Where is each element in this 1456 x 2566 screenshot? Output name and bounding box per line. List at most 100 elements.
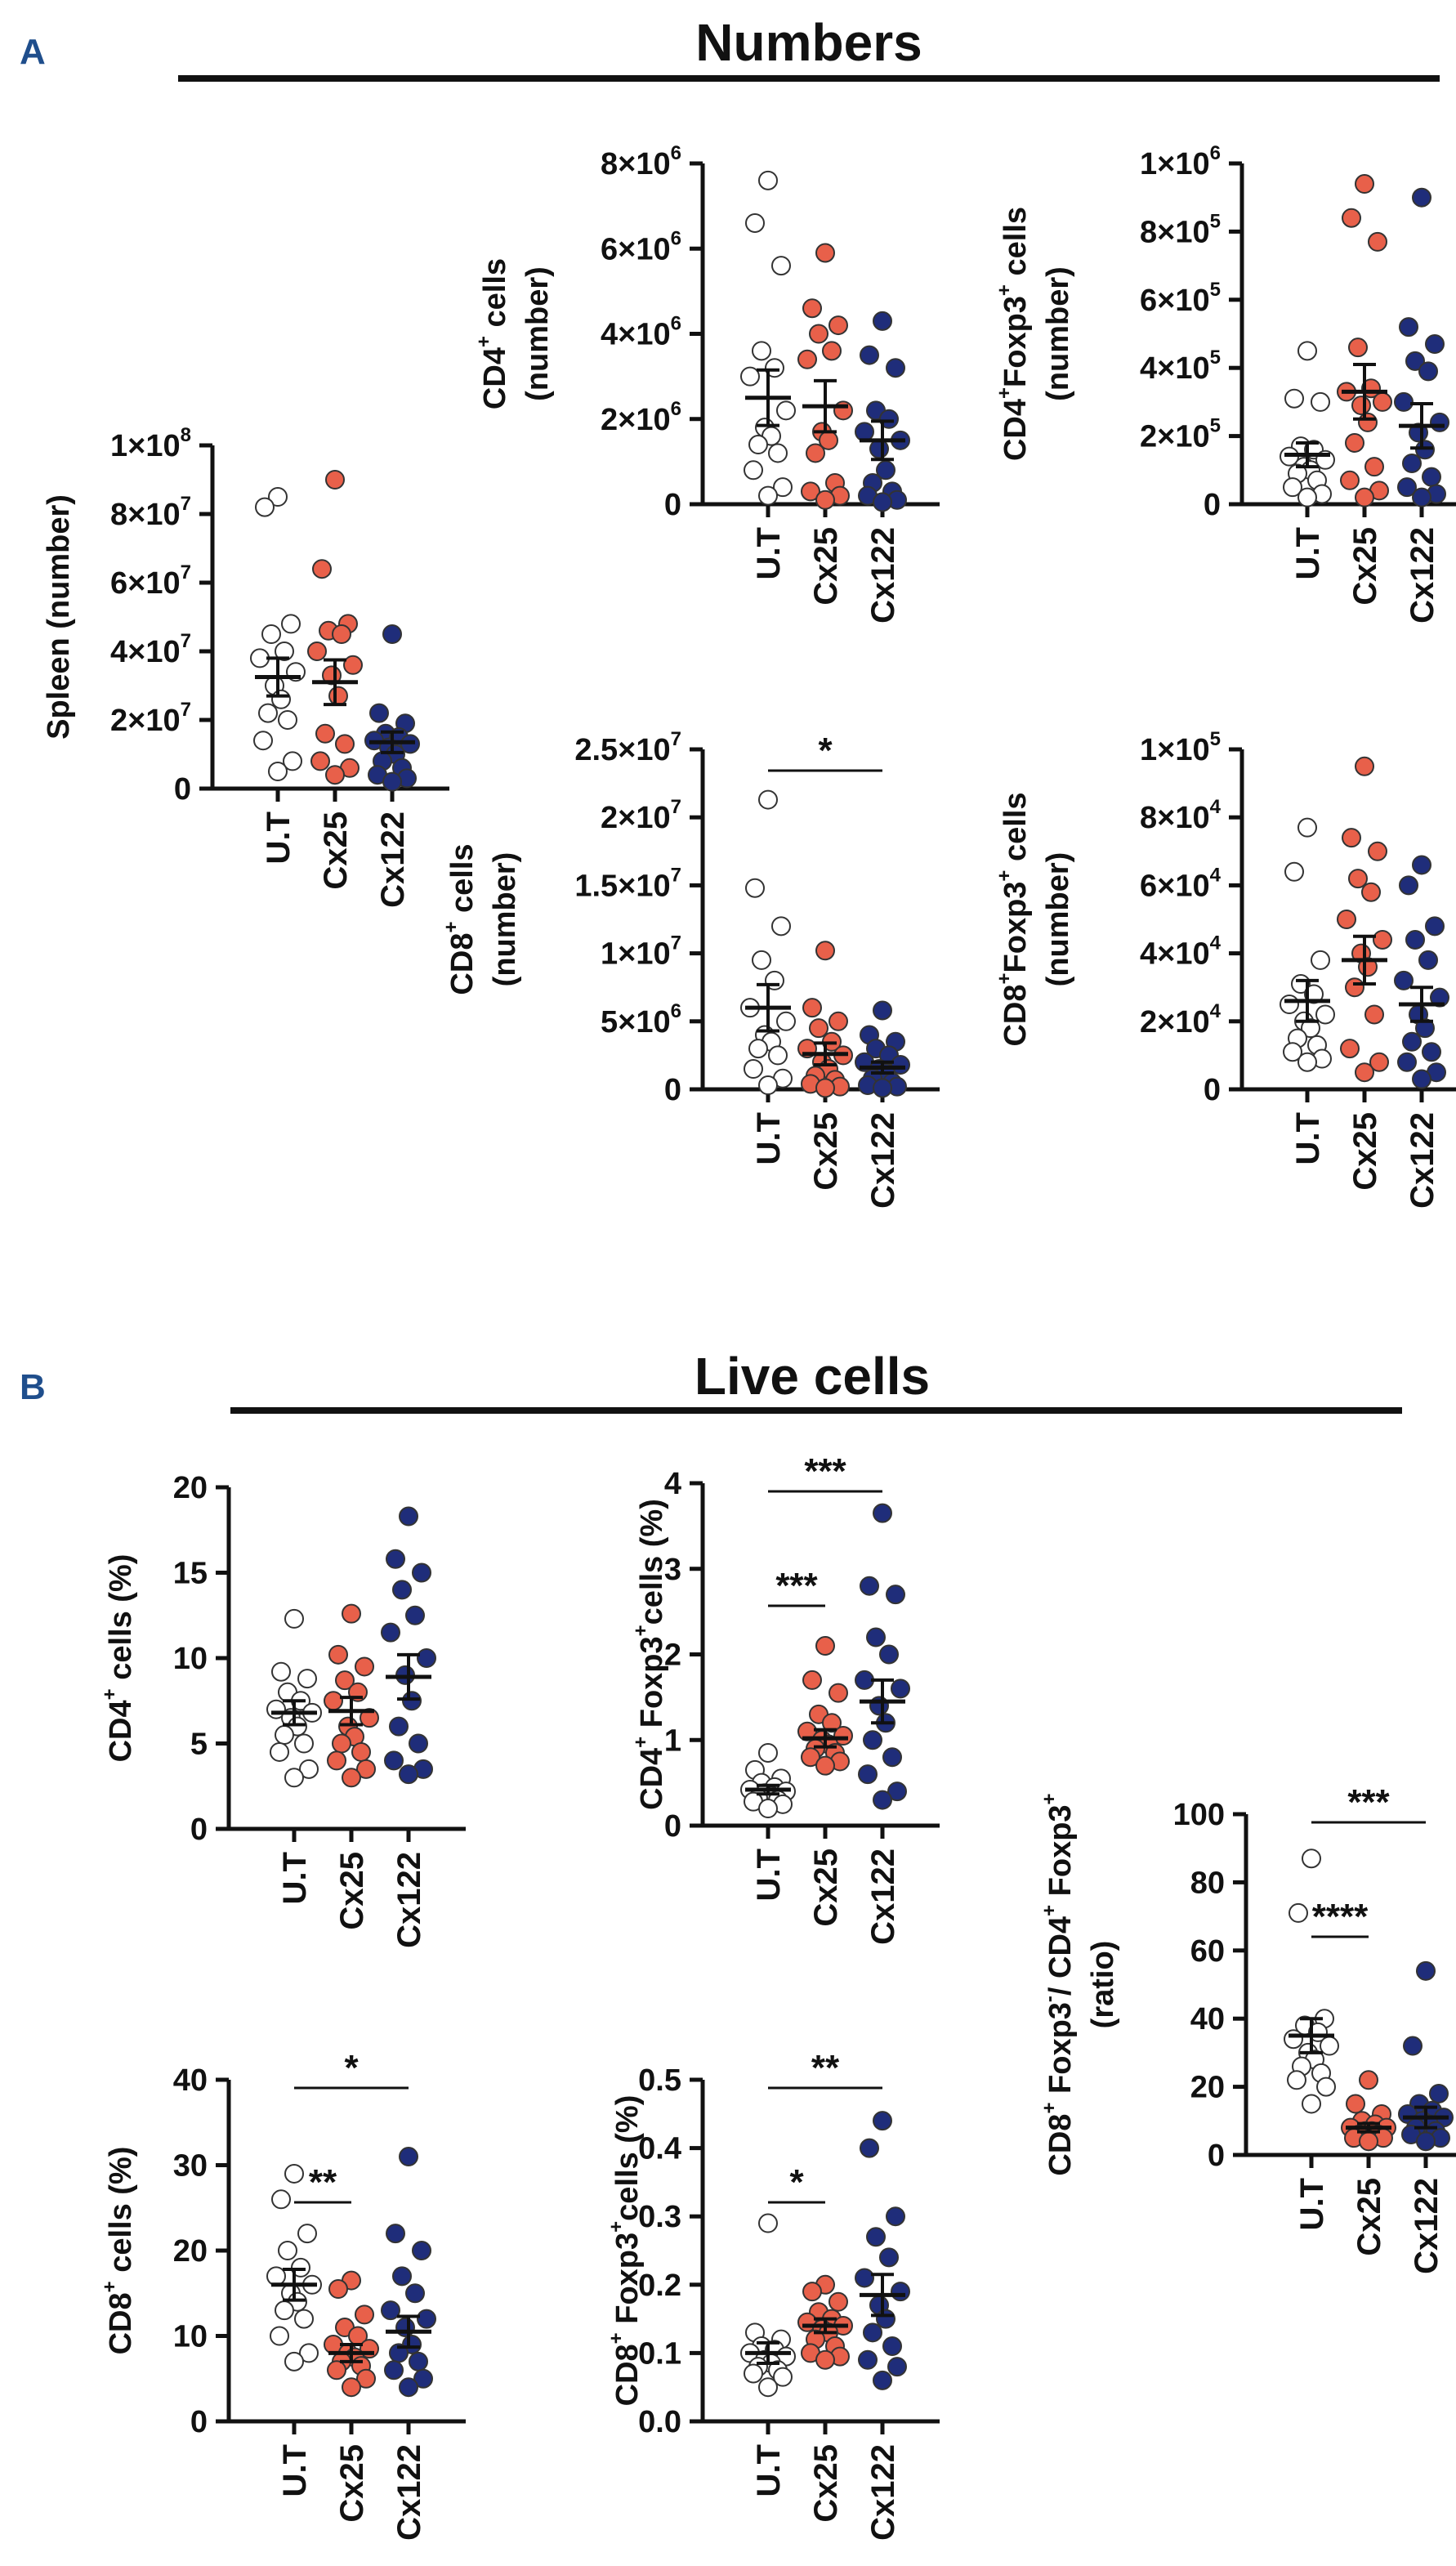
data-point-cx25 (325, 470, 345, 490)
significance-label: ** (309, 2162, 337, 2202)
data-point-cx122 (412, 1562, 431, 1583)
data-point-cx122 (386, 2224, 405, 2244)
data-point-cx122 (1430, 412, 1449, 432)
data-point-cx122 (873, 311, 892, 331)
data-point-ut (271, 2189, 291, 2210)
data-point-ut (748, 435, 768, 455)
data-point-cx122 (873, 1790, 892, 1810)
data-point-ut (258, 703, 278, 723)
y-axis-label: CD8+ cells (%) (99, 2147, 138, 2355)
x-category-label: U.T (277, 1852, 313, 1904)
x-category-label: Cx25 (808, 527, 844, 606)
data-point-cx122 (860, 345, 879, 365)
y-tick-label: 15 (173, 1557, 208, 1591)
data-point-cx122 (873, 1078, 892, 1098)
data-point-cx25 (325, 765, 345, 785)
significance-label: * (789, 2162, 804, 2202)
y-tick-label: 4×107 (110, 630, 191, 669)
data-point-cx25 (1337, 910, 1356, 929)
y-tick-label: 100 (1173, 1798, 1225, 1832)
y-tick-label: 0.5 (638, 2063, 681, 2098)
panel-b-letter: B (20, 1367, 46, 1407)
data-point-cx25 (1361, 882, 1381, 902)
x-category-label: U.T (1290, 1112, 1326, 1165)
data-point-cx25 (1346, 2094, 1365, 2114)
data-point-cx25 (802, 298, 822, 319)
data-point-cx122 (399, 1764, 418, 1785)
data-point-ut (255, 497, 275, 517)
data-point-ut (768, 443, 788, 463)
data-point-cx122 (1430, 987, 1449, 1008)
data-point-cx122 (399, 1506, 418, 1527)
y-axis-label: Spleen (number) (42, 494, 76, 740)
y-tick-label: 2×105 (1140, 415, 1221, 454)
data-point-cx122 (1397, 1052, 1417, 1072)
data-point-ut (284, 2163, 304, 2184)
y-tick-label: 0 (664, 488, 681, 522)
x-category-label: Cx122 (865, 1849, 901, 1945)
data-point-cx122 (873, 1503, 892, 1523)
data-point-ut (758, 1075, 778, 1096)
data-point-ut (271, 1661, 291, 1682)
data-point-cx122 (1405, 929, 1425, 950)
data-point-cx122 (405, 1605, 425, 1625)
x-category-label: Cx25 (1347, 1112, 1383, 1191)
panel-b-header: B Live cells (20, 1347, 1402, 1414)
panel-a-title: Numbers (695, 13, 922, 72)
x-category-label: Cx122 (865, 2444, 901, 2541)
data-point-cx25 (801, 481, 820, 502)
data-point-cx25 (815, 1078, 835, 1098)
y-axis-label: (number) (488, 852, 522, 987)
significance-label: *** (804, 1451, 846, 1491)
x-category-label: U.T (1294, 2178, 1330, 2230)
data-point-cx25 (332, 624, 351, 644)
data-point-cx122 (879, 2247, 899, 2268)
data-point-cx122 (369, 703, 389, 723)
data-point-cx25 (828, 1011, 848, 1031)
data-point-ut (1297, 487, 1317, 507)
data-point-ut (270, 2326, 289, 2346)
data-point-ut (744, 2363, 763, 2384)
data-point-ut (284, 1768, 304, 1788)
data-point-ut (768, 1045, 788, 1066)
data-point-cx122 (1425, 916, 1445, 937)
data-point-cx122 (858, 1764, 878, 1785)
y-tick-label: 1×107 (601, 932, 681, 972)
y-tick-label: 2×107 (601, 796, 681, 835)
data-point-cx25 (1340, 470, 1360, 490)
y-axis-label: (ratio) (1086, 1941, 1120, 2029)
data-point-cx25 (355, 2304, 374, 2325)
data-point-ut (773, 2367, 793, 2387)
data-point-cx122 (412, 2241, 431, 2260)
y-axis-label: CD8+ cells (440, 843, 480, 995)
data-point-cx122 (873, 2370, 892, 2390)
y-tick-label: 80 (1190, 1866, 1225, 1900)
data-point-cx25 (797, 1721, 817, 1741)
x-category-label: Cx25 (808, 1112, 844, 1191)
data-point-cx122 (1416, 2131, 1436, 2152)
x-category-label: Cx25 (1351, 2178, 1387, 2256)
data-point-cx122 (382, 771, 402, 792)
data-point-ut (294, 1733, 314, 1754)
y-tick-label: 5 (190, 1728, 208, 1762)
y-axis-label: CD8+ Foxp3+cells (%) (605, 2095, 645, 2407)
y-tick-label: 4×104 (1140, 932, 1222, 972)
y-tick-label: 3 (664, 1553, 681, 1587)
x-category-label: U.T (277, 2444, 313, 2497)
data-point-cx25 (1368, 231, 1387, 252)
y-tick-label: 8×106 (601, 142, 681, 181)
y-tick-label: 8×105 (1140, 210, 1221, 249)
data-point-cx25 (797, 349, 817, 369)
x-category-label: Cx122 (391, 2444, 427, 2541)
data-point-cx25 (1345, 977, 1364, 998)
data-point-cx122 (386, 1549, 405, 1569)
data-point-cx25 (815, 243, 835, 263)
y-tick-label: 0 (1204, 1073, 1221, 1107)
y-tick-label: 8×104 (1140, 796, 1222, 835)
data-point-cx122 (417, 1648, 436, 1668)
data-point-cx122 (860, 1576, 879, 1596)
data-point-cx25 (1368, 841, 1387, 861)
x-category-label: U.T (751, 1112, 787, 1165)
data-point-cx122 (384, 1750, 404, 1771)
